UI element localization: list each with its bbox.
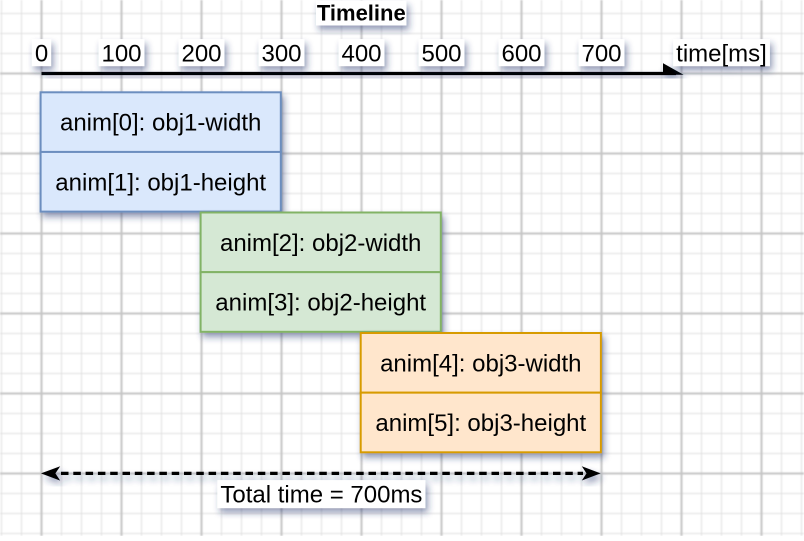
- svg-text:Timeline: Timeline: [317, 1, 406, 26]
- svg-text:0: 0: [35, 40, 48, 67]
- svg-text:500: 500: [421, 40, 461, 67]
- svg-text:700: 700: [581, 40, 621, 67]
- svg-text:anim[5]: obj3-height: anim[5]: obj3-height: [375, 410, 586, 437]
- svg-text:100: 100: [101, 40, 141, 67]
- svg-text:time[ms]: time[ms]: [676, 40, 767, 67]
- svg-text:anim[3]: obj2-height: anim[3]: obj2-height: [215, 290, 426, 317]
- svg-text:Total time = 700ms: Total time = 700ms: [220, 481, 422, 508]
- svg-text:anim[1]: obj1-height: anim[1]: obj1-height: [55, 169, 266, 196]
- svg-text:600: 600: [501, 40, 541, 67]
- svg-text:anim[2]: obj2-width: anim[2]: obj2-width: [220, 230, 421, 257]
- svg-text:anim[4]: obj3-width: anim[4]: obj3-width: [380, 350, 581, 377]
- svg-text:200: 200: [181, 40, 221, 67]
- svg-text:300: 300: [261, 40, 301, 67]
- svg-text:400: 400: [341, 40, 381, 67]
- svg-text:anim[0]: obj1-width: anim[0]: obj1-width: [60, 110, 261, 137]
